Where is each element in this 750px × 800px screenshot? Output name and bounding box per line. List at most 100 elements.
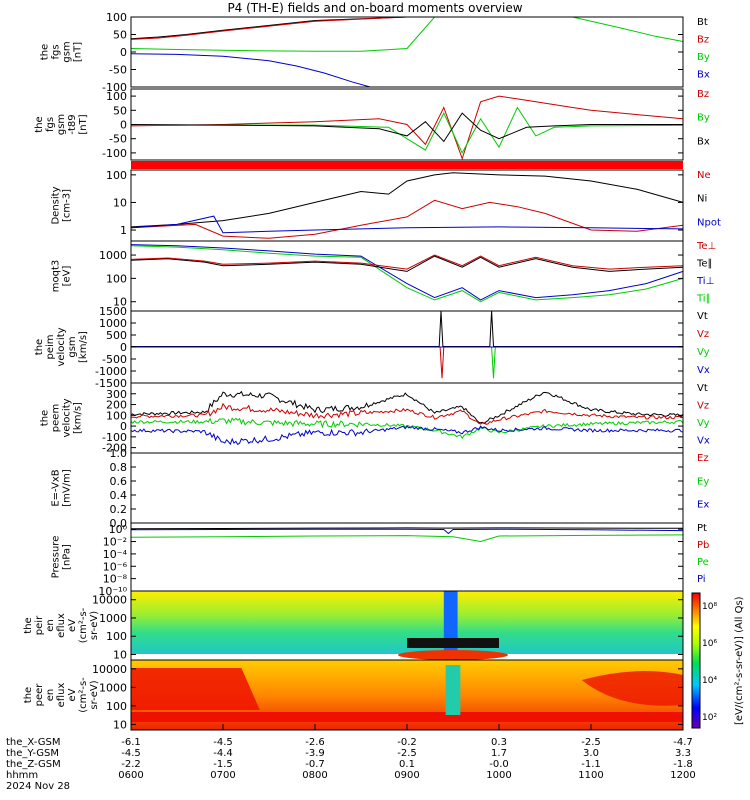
ytick-label: 0.0 [110,517,128,530]
ytick-label: 500 [106,329,127,342]
ytick-label: 50 [113,104,127,117]
ylabel-line: -t89 [67,114,78,134]
ylabel-line: Density [51,186,62,224]
ytick-label: 0.2 [110,503,128,516]
colorbar-tick: 10⁸ [702,602,717,612]
series-Ni [130,172,684,228]
ytick-label: -200 [102,442,127,455]
series-Bz [130,95,684,161]
xaxis-value: 1.7 [491,748,507,759]
ytick-label: 10⁻⁶ [103,560,128,573]
xaxis-value: 0.3 [491,737,507,748]
legend-By: By [697,113,710,124]
ylabel-line: [cm-3] [62,189,73,222]
ytick-label: -1500 [95,377,127,390]
panel-3: Density [cm-3] 100 10 1 Ne Ni Npot [51,169,721,242]
xaxis-value: -2.2 [121,759,141,770]
xaxis-value: -2.6 [305,737,325,748]
legend-Bx: Bx [697,70,710,81]
ytick-label: 10000 [92,663,127,676]
xaxis-row-name: hhmm [6,770,38,781]
xaxis-value: 1200 [670,770,695,781]
legend-Ne: Ne [697,170,711,181]
legend-Vz: Vz [697,401,709,412]
ytick-label: 100 [106,272,127,285]
series-Vt [131,310,683,347]
legend-Pe: Pe [697,557,709,568]
ytick-label: 100 [106,630,127,643]
legend-Bz: Bz [697,35,709,46]
ylabel-line: velocity [56,327,67,366]
ylabel-line: [eV] [62,266,73,287]
spectrogram-band [445,665,461,715]
ytick-label: 10 [113,196,127,209]
spectrogram-band [131,712,683,722]
xaxis-value: 0.1 [399,759,415,770]
panel-frame [130,16,684,88]
series-Te⊥ [130,254,684,270]
ytick-label: 1 [120,224,127,237]
ytick-label: -100 [102,81,127,94]
xaxis-value: -2.5 [581,737,601,748]
spectrogram-band [398,650,508,660]
series-Pe [130,534,684,543]
date-label: 2024 Nov 28 [6,781,70,792]
legend-Ez: Ez [697,453,709,464]
ytick-label: 200 [106,399,127,412]
xaxis-value: -4.5 [213,737,233,748]
ylabel-line: [mV/m] [62,469,73,507]
legend-Pt: Pt [697,523,707,534]
series-Te∥ [130,255,684,272]
ylabel-line: en [45,689,56,702]
ylabel-line: sr-eV) [89,680,100,709]
legend-Npot: Npot [697,217,721,228]
ylabel-line: [km/s] [78,331,89,363]
ytick-label: 1000 [99,681,127,694]
ylabel-line: the [40,410,51,426]
ytick-label: -100 [102,431,127,444]
ylabel-line: velocity [62,398,73,437]
panel-5: the peim velocity gsm [km/s] 150010005000-500… [34,305,710,390]
ylabel-line: eflux [56,613,67,638]
ytick-label: 1000 [99,612,127,625]
series-Ti∥ [130,245,684,303]
panel-frame [130,240,684,312]
legend-Ey: Ey [697,476,709,487]
ylabel-line: moqt3 [51,260,62,293]
xaxis-value: -4.4 [213,748,233,759]
ytick-label: -1000 [95,365,127,378]
ytick-label: 10⁻² [103,536,127,549]
ytick-label: -50 [109,64,127,77]
legend-Ex: Ex [697,500,709,511]
legend-By: By [697,52,710,63]
ylabel-line: en [45,619,56,632]
xaxis-value: 0800 [302,770,327,781]
spectrogram-background [131,591,683,660]
ylabel-line: eflux [56,683,67,708]
ylabel-line: gsm [62,41,73,62]
ytick-label: -100 [102,147,127,160]
xaxis-value: 1100 [578,770,603,781]
ylabel-line: eV [67,619,78,632]
xaxis-row-name: the_X-GSM [6,737,60,748]
ylabel-line: peir [34,615,45,635]
spectrogram-band [131,668,260,710]
ytick-label: 10000 [92,594,127,607]
series-Bz [130,16,435,40]
series-Vy [130,417,684,440]
ytick-label: 100 [106,90,127,103]
series-Vt [130,390,684,425]
figure-title: P4 (TH-E) fields and on-board moments ov… [227,1,523,15]
spectrogram-band [581,671,683,706]
series-Ti⊥ [130,244,684,301]
ylabel-line: [km/s] [73,402,84,434]
legend-Te∥: Te∥ [696,259,713,270]
legend-Pb: Pb [697,540,709,551]
legend-Te⊥: Te⊥ [696,241,716,252]
ylabel-line: [nT] [73,42,84,62]
ytick-label: 0 [120,341,127,354]
colorbar [691,592,701,729]
xaxis-value: -1.8 [673,759,693,770]
legend-Pi: Pi [697,574,706,585]
ytick-label: 0.4 [110,489,128,502]
